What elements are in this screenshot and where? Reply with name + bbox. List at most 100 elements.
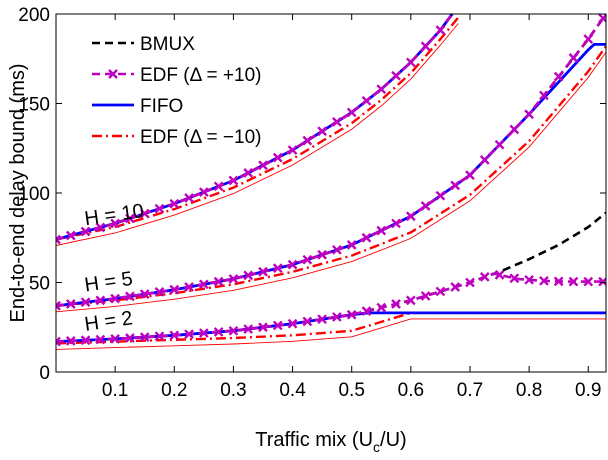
legend-item-fifo: FIFO [92, 96, 183, 117]
marker-x [287, 318, 298, 329]
marker-x [110, 218, 120, 229]
x-tick-label: 0.7 [457, 380, 483, 401]
marker-x [539, 90, 549, 101]
x-tick-label: 0.2 [161, 380, 187, 401]
legend-label: BMUX [140, 34, 195, 55]
legend-label: FIFO [140, 96, 183, 117]
marker-x [420, 201, 431, 211]
marker-x [95, 295, 106, 306]
marker-x [184, 193, 194, 203]
marker-x [450, 282, 461, 292]
marker-x [243, 168, 254, 178]
marker-x [509, 124, 520, 135]
marker-x [509, 273, 520, 284]
y-tick-label: 0 [39, 363, 50, 384]
legend-item-bmux: BMUX [92, 34, 195, 55]
marker-x [346, 240, 357, 250]
series-line-edf-delta-minus10-h-5 [56, 45, 606, 307]
marker-x [65, 230, 76, 241]
x-axis-title-main: Traffic mix (U [255, 429, 373, 451]
marker-x [391, 218, 401, 229]
series-line-thin-h-5 [56, 51, 606, 313]
marker-x [346, 107, 357, 118]
marker-x [405, 211, 416, 222]
marker-x [139, 332, 150, 342]
legend-label: EDF (Δ = −10) [140, 127, 261, 148]
marker-x [258, 160, 268, 171]
marker-x [243, 324, 254, 334]
marker-x [376, 302, 387, 313]
series-edf-delta-minus10-h-10 [56, 16, 460, 246]
legend-item-edf-delta-minus10: EDF (Δ = −10) [92, 127, 261, 148]
marker-x [553, 276, 564, 287]
series-edf-delta-plus10-h-10 [56, 14, 454, 245]
marker-x [213, 327, 224, 337]
marker-x [56, 336, 61, 347]
marker-x [332, 116, 342, 127]
marker-x [228, 325, 239, 336]
marker-x [56, 300, 61, 311]
series-line-thin-h-2 [56, 318, 606, 350]
x-tick-label: 0.1 [102, 380, 128, 401]
marker-x [405, 57, 416, 68]
marker-x [154, 331, 165, 342]
marker-x [95, 222, 106, 233]
marker-x [272, 152, 283, 163]
marker-x [169, 330, 180, 341]
marker-x [302, 316, 313, 327]
marker-x [110, 334, 120, 344]
marker-x [494, 270, 505, 280]
marker-x [391, 70, 401, 81]
marker-x [435, 286, 446, 297]
x-tick-label: 0.3 [220, 380, 246, 401]
series-edf-delta-minus10-h-2 [56, 311, 606, 350]
y-tick-label: 50 [29, 274, 50, 295]
marker-x [376, 84, 387, 95]
marker-x [80, 297, 91, 308]
marker-x [228, 175, 239, 186]
marker-x [302, 135, 313, 146]
series-line-edf-delta-minus10-h-2 [56, 311, 606, 345]
marker-x [184, 329, 194, 340]
marker-x [228, 274, 239, 284]
x-axis-title-tail: /U) [380, 429, 407, 451]
marker-x [154, 287, 165, 297]
marker-x [199, 187, 209, 197]
y-axis-title: End-to-end delay bound (ms) [7, 63, 29, 322]
marker-x [583, 276, 594, 287]
marker-x [258, 266, 268, 277]
marker-x [346, 309, 357, 320]
marker-x [435, 190, 446, 201]
marker-x [317, 126, 327, 137]
marker-x [376, 225, 387, 236]
marker-x [65, 336, 76, 346]
x-tick-label: 0.9 [575, 380, 601, 401]
marker-x [568, 276, 579, 287]
x-tick-label: 0.6 [398, 380, 424, 401]
legend: BMUX EDF (Δ = +10) FIFO EDF (Δ = −10) [92, 34, 261, 148]
marker-x [317, 249, 327, 260]
x-tick-label: 0.8 [516, 380, 542, 401]
y-tick-label: 200 [18, 5, 50, 26]
marker-x [272, 320, 283, 331]
marker-x [258, 322, 268, 333]
marker-x [199, 328, 209, 338]
marker-x [405, 295, 416, 306]
x-axis-title-sub: c [373, 439, 380, 455]
marker-x [184, 282, 194, 292]
series-line-thin-h-10 [56, 23, 459, 246]
marker-x [302, 254, 313, 265]
marker-x [539, 275, 549, 286]
marker-x [80, 226, 91, 237]
marker-x [361, 306, 372, 316]
marker-x [125, 333, 135, 343]
marker-x [494, 139, 505, 150]
legend-marker [108, 69, 118, 79]
marker-x [420, 41, 431, 52]
marker-x [199, 279, 209, 290]
series-layer [56, 14, 606, 350]
marker-x [80, 335, 91, 346]
legend-item-edf-delta-plus10: EDF (Δ = +10) [92, 65, 261, 86]
marker-x [110, 293, 120, 304]
